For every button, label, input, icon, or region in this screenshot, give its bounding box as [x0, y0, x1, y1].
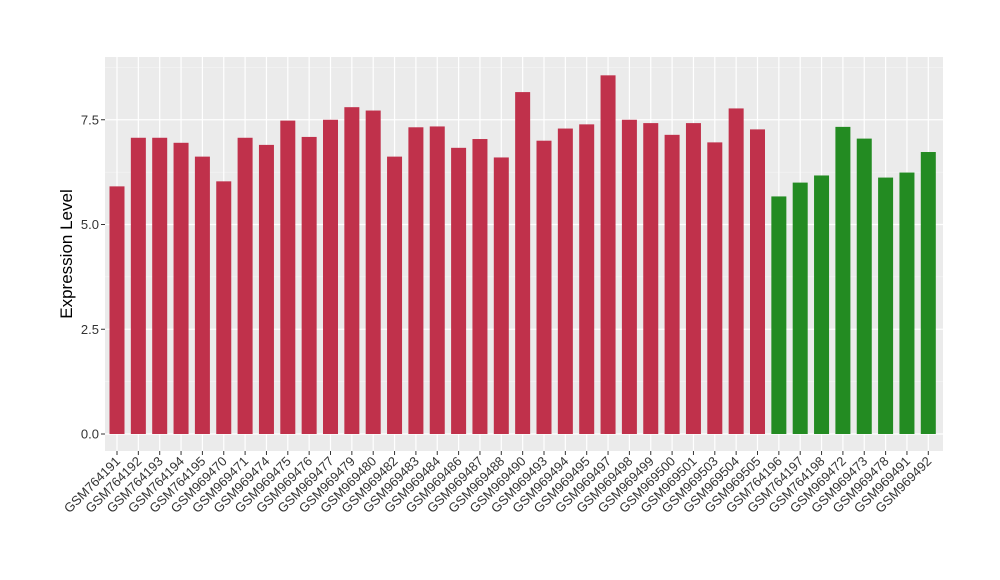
bar-GSM764193 [152, 137, 168, 434]
bar-GSM764195 [194, 156, 210, 434]
bar-GSM969488 [493, 157, 509, 434]
y-tick-label: 2.5 [81, 322, 99, 337]
bar-GSM764194 [173, 142, 189, 435]
bar-GSM969491 [899, 172, 915, 434]
bar-GSM969480 [365, 110, 381, 435]
bar-GSM969504 [728, 108, 744, 434]
y-tick-label: 7.5 [81, 112, 99, 127]
bar-GSM969474 [258, 144, 274, 434]
bar-GSM969498 [621, 119, 637, 434]
bar-GSM969470 [216, 181, 232, 434]
bar-GSM969486 [451, 147, 467, 434]
bar-GSM969493 [536, 140, 552, 434]
bar-GSM969483 [408, 127, 424, 435]
bar-GSM969500 [664, 134, 680, 435]
x-axis: GSM764191GSM764192GSM764193GSM764194GSM7… [61, 451, 934, 516]
bar-GSM969497 [600, 75, 616, 434]
bar-GSM969494 [557, 128, 573, 434]
bar-GSM969495 [579, 124, 595, 434]
y-tick-label: 5.0 [81, 217, 99, 232]
bar-GSM969492 [920, 152, 936, 434]
bar-GSM969484 [429, 126, 445, 434]
bar-GSM969473 [856, 138, 872, 435]
bar-GSM969490 [515, 92, 531, 434]
bar-GSM764196 [771, 196, 787, 434]
bar-GSM969472 [835, 126, 851, 435]
y-axis-title: Expression Level [57, 189, 76, 318]
bar-GSM969478 [878, 177, 894, 434]
bar-GSM764197 [792, 182, 808, 434]
bar-GSM764198 [814, 175, 830, 435]
bars [109, 75, 936, 435]
y-tick-label: 0.0 [81, 427, 99, 442]
bar-GSM969476 [301, 136, 317, 434]
bar-GSM764192 [130, 137, 146, 434]
bar-GSM969482 [387, 156, 403, 434]
bar-GSM969475 [280, 120, 296, 434]
bar-GSM969505 [750, 129, 765, 434]
bar-GSM969479 [344, 107, 360, 435]
bar-GSM969487 [472, 139, 488, 435]
bar-GSM969477 [323, 119, 338, 434]
bar-GSM969471 [237, 137, 253, 434]
bar-GSM969499 [643, 123, 659, 435]
bar-GSM764191 [109, 186, 125, 434]
bar-GSM969503 [707, 142, 723, 434]
y-axis: 0.0 2.5 5.0 7.5 [81, 112, 105, 442]
bar-GSM969501 [685, 123, 701, 435]
